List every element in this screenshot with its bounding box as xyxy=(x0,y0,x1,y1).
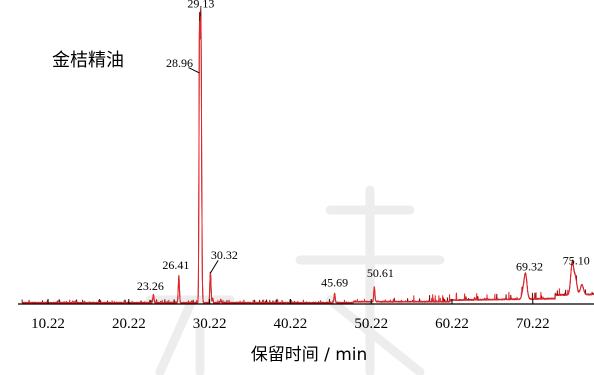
chromatogram-trace xyxy=(21,7,594,304)
chart-title: 金桔精油 xyxy=(52,50,124,71)
x-tick-label: 10.22 xyxy=(31,316,65,332)
x-axis-ticks: 10.22 20.22 30.22 40.22 50.22 60.22 70.22 xyxy=(31,299,550,332)
peak-label: 28.96 xyxy=(166,56,193,70)
x-tick-label: 70.22 xyxy=(516,316,550,332)
peak-label: 45.69 xyxy=(321,276,348,290)
x-tick-label: 60.22 xyxy=(435,316,469,332)
peak-label: 69.32 xyxy=(516,259,543,273)
peak-leader-line xyxy=(210,260,219,274)
peak-label: 50.61 xyxy=(367,266,394,280)
x-tick-label: 40.22 xyxy=(274,316,308,332)
x-tick-label: 20.22 xyxy=(112,316,146,332)
peak-label: 30.32 xyxy=(211,248,238,262)
peak-label: 75.10 xyxy=(563,253,590,267)
peak-label: 29.13 xyxy=(187,0,214,11)
peak-labels: 23.26 26.41 28.96 29.13 30.32 45.69 50.61 69.32… xyxy=(137,0,590,293)
watermark xyxy=(145,185,445,375)
peak-label: 26.41 xyxy=(162,258,189,272)
x-tick-label: 50.22 xyxy=(354,316,388,332)
trace-front xyxy=(21,16,594,304)
peak-label: 23.26 xyxy=(137,279,164,293)
x-axis-title: 保留时间 / min xyxy=(251,345,368,365)
peak-leader-line xyxy=(188,67,200,74)
x-tick-label: 30.22 xyxy=(193,316,227,332)
